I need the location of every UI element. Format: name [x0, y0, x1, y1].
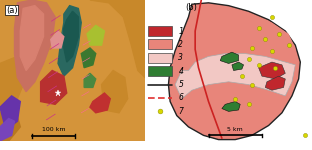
- Bar: [149, 26, 172, 36]
- Polygon shape: [81, 48, 96, 68]
- Text: (a): (a): [6, 6, 17, 15]
- Polygon shape: [51, 31, 64, 48]
- Text: 7: 7: [178, 107, 183, 116]
- Polygon shape: [20, 6, 43, 70]
- Polygon shape: [90, 93, 110, 113]
- Text: 3: 3: [178, 53, 183, 62]
- Bar: [149, 66, 172, 76]
- Polygon shape: [265, 76, 285, 90]
- Bar: [149, 39, 172, 49]
- Polygon shape: [0, 56, 26, 113]
- Bar: [149, 53, 172, 63]
- Polygon shape: [41, 70, 67, 104]
- Text: 1: 1: [178, 27, 183, 36]
- Polygon shape: [0, 118, 15, 141]
- Polygon shape: [232, 62, 244, 70]
- Polygon shape: [168, 3, 300, 140]
- Text: (b): (b): [185, 3, 197, 12]
- Polygon shape: [0, 106, 20, 141]
- Polygon shape: [222, 102, 240, 111]
- Polygon shape: [175, 54, 295, 99]
- Text: 5: 5: [178, 80, 183, 89]
- Text: 4: 4: [178, 67, 183, 76]
- Polygon shape: [101, 70, 128, 113]
- Polygon shape: [58, 6, 81, 76]
- Polygon shape: [90, 0, 145, 78]
- Polygon shape: [84, 73, 96, 87]
- Polygon shape: [87, 25, 105, 45]
- Polygon shape: [259, 62, 285, 79]
- Polygon shape: [15, 0, 55, 92]
- Polygon shape: [0, 96, 20, 130]
- Text: 5 km: 5 km: [227, 127, 243, 132]
- Polygon shape: [220, 52, 239, 63]
- Text: 2: 2: [178, 40, 183, 49]
- Text: 6: 6: [178, 93, 183, 102]
- Text: 100 km: 100 km: [42, 127, 66, 132]
- Polygon shape: [64, 11, 78, 62]
- Polygon shape: [182, 6, 295, 70]
